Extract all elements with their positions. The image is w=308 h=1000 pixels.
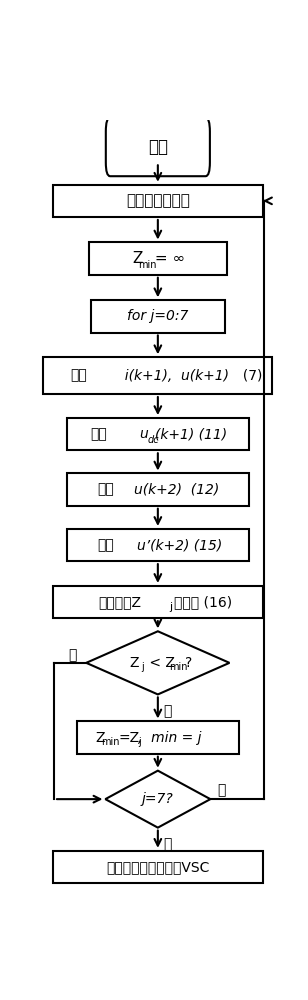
Text: 预测: 预测	[90, 427, 107, 441]
Text: 否: 否	[68, 648, 77, 662]
Text: 否: 否	[217, 783, 226, 797]
Text: j=7?: j=7?	[142, 792, 174, 806]
Text: min: min	[101, 737, 120, 747]
Text: Z: Z	[132, 251, 143, 266]
Bar	[91, 300, 225, 333]
Bar	[53, 851, 263, 883]
Text: (k+1) (11): (k+1) (11)	[155, 427, 227, 441]
Text: Z: Z	[96, 731, 105, 745]
Text: j: j	[169, 602, 172, 612]
Text: 预测: 预测	[71, 369, 87, 383]
Bar	[53, 586, 263, 618]
Text: u’(k+2) (15): u’(k+2) (15)	[137, 538, 222, 552]
Bar	[89, 242, 227, 275]
Text: j: j	[139, 737, 141, 747]
Text: 是: 是	[163, 837, 172, 851]
Text: 预测: 预测	[97, 538, 114, 552]
Text: i(k+1),  u(k+1): i(k+1), u(k+1)	[116, 369, 229, 383]
Text: =Z: =Z	[119, 731, 140, 745]
Text: min: min	[169, 662, 187, 672]
Text: 是: 是	[163, 704, 172, 718]
Text: j: j	[141, 662, 144, 672]
Bar	[67, 418, 249, 450]
Text: 开始: 开始	[148, 138, 168, 156]
Bar	[43, 357, 273, 394]
Text: ,  min = j: , min = j	[138, 731, 201, 745]
Text: ?: ?	[185, 656, 192, 670]
FancyBboxPatch shape	[106, 118, 210, 176]
Bar	[77, 721, 239, 754]
Text: 目标函数Z: 目标函数Z	[98, 595, 141, 609]
Text: < Z: < Z	[145, 656, 175, 670]
Bar	[67, 473, 249, 506]
Bar	[67, 529, 249, 561]
Polygon shape	[105, 771, 210, 828]
Text: 最小化 (16): 最小化 (16)	[174, 595, 232, 609]
Text: u(k+2)  (12): u(k+2) (12)	[134, 483, 220, 497]
Text: 预测: 预测	[97, 483, 114, 497]
Text: dc: dc	[147, 435, 159, 445]
Text: u: u	[139, 427, 148, 441]
Text: 相关电气量测量: 相关电气量测量	[126, 193, 190, 208]
Text: = ∞: = ∞	[150, 251, 185, 266]
Text: min: min	[139, 260, 157, 270]
Bar	[53, 185, 263, 217]
Text: 最优开关状态应用于VSC: 最优开关状态应用于VSC	[106, 860, 209, 874]
Text: for j=0:7: for j=0:7	[127, 309, 188, 323]
Text: Z: Z	[129, 656, 139, 670]
Text: (7): (7)	[234, 369, 263, 383]
Polygon shape	[86, 631, 229, 694]
